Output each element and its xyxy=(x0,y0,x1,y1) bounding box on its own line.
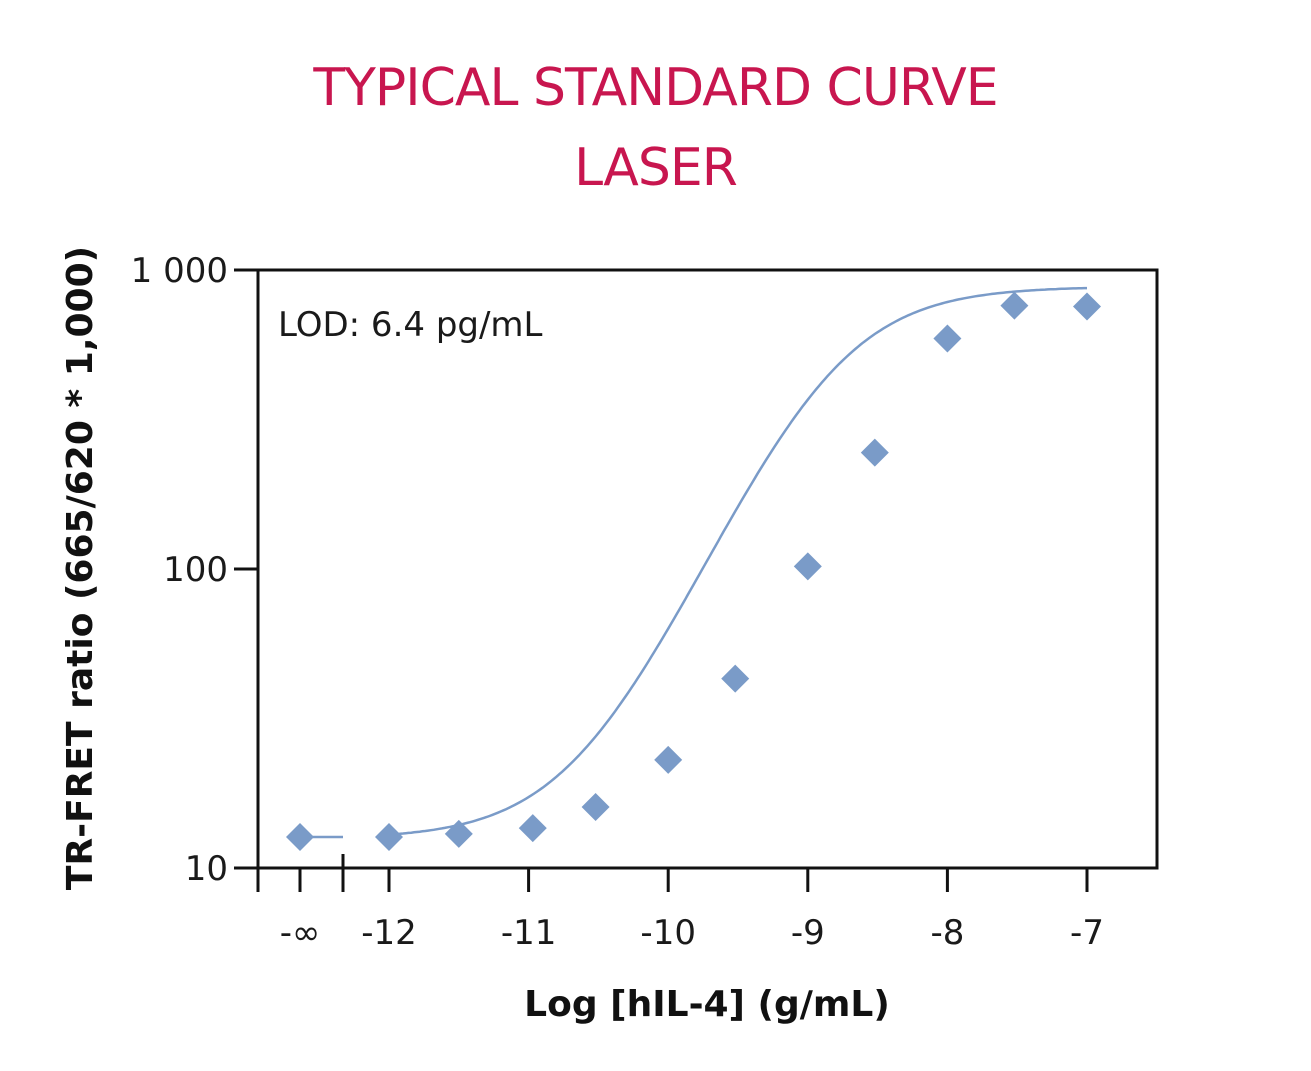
y-axis: 10 100 1 000 xyxy=(131,251,258,889)
data-point xyxy=(1073,292,1101,321)
data-point xyxy=(518,814,547,843)
plot-frame xyxy=(256,268,1159,870)
data-point xyxy=(581,792,610,821)
data-point xyxy=(654,745,683,774)
y-tick-label: 1 000 xyxy=(131,251,228,291)
data-point xyxy=(933,324,962,353)
x-tick-label: -10 xyxy=(640,913,696,953)
data-point xyxy=(444,819,473,848)
chart-subtitle: LASER xyxy=(574,138,738,198)
x-axis: -∞ -12 -11 -10 -9 -8 -7 xyxy=(256,854,1104,953)
x-tick-label: -7 xyxy=(1070,913,1104,953)
x-tick-label: -8 xyxy=(930,913,964,953)
chart-title: TYPICAL STANDARD CURVE xyxy=(313,58,998,118)
x-tick-label: -11 xyxy=(501,913,557,953)
y-axis-title: TR-FRET ratio (665/620 * 1,000) xyxy=(60,246,101,890)
x-axis-title: Log [hIL-4] (g/mL) xyxy=(524,984,890,1025)
lod-annotation: LOD: 6.4 pg/mL xyxy=(278,305,543,345)
x-tick-label: -12 xyxy=(361,913,417,953)
x-tick-label: -9 xyxy=(791,913,825,953)
blank-data-point xyxy=(286,822,314,851)
data-point xyxy=(1000,291,1029,320)
data-point xyxy=(375,822,403,851)
data-point xyxy=(793,552,822,581)
data-points xyxy=(286,291,1101,851)
fit-curve xyxy=(388,286,1087,836)
data-point xyxy=(860,438,889,467)
y-tick-label: 100 xyxy=(163,550,228,590)
data-point xyxy=(721,664,750,693)
y-tick-label: 10 xyxy=(185,849,228,889)
x-tick-label: -∞ xyxy=(280,913,321,953)
